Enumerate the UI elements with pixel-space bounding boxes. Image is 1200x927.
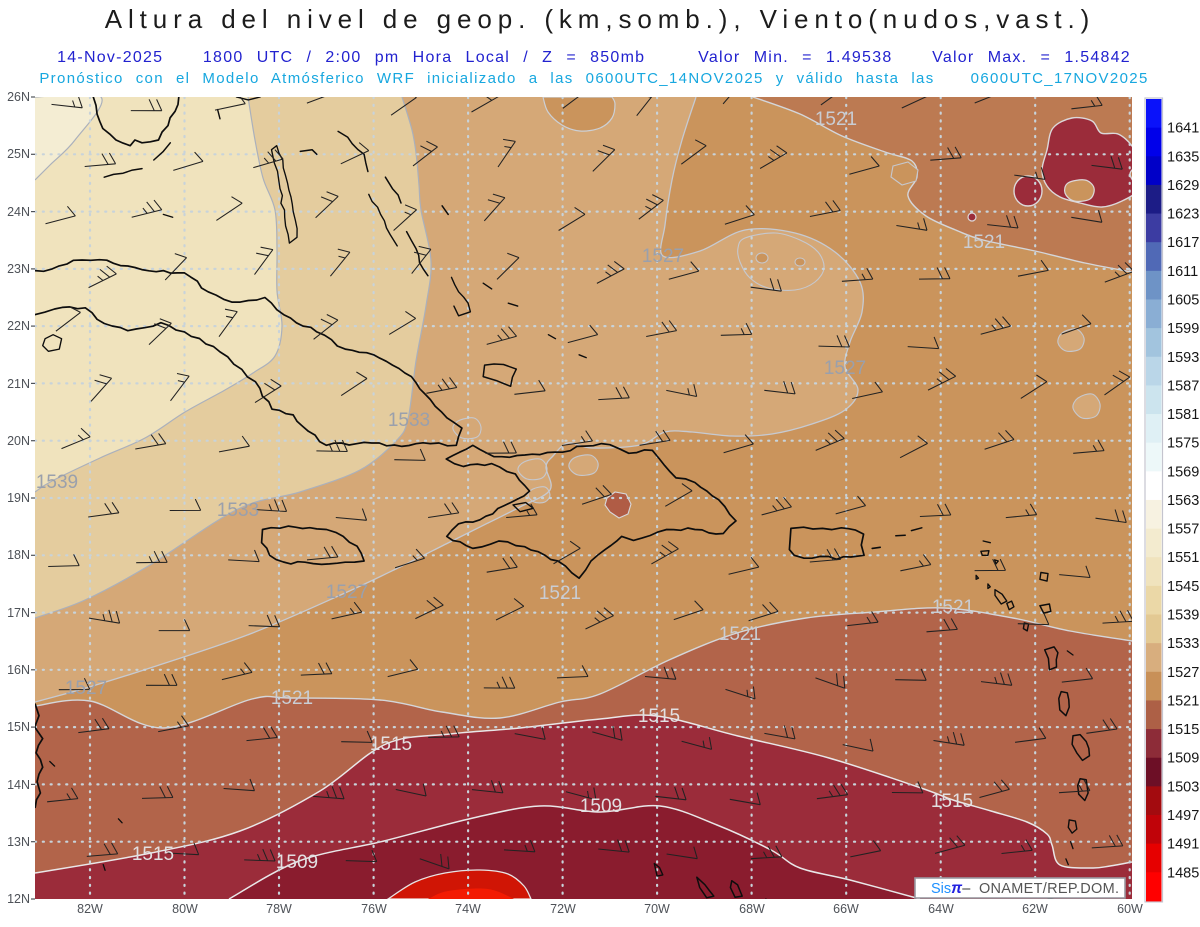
svg-text:1521: 1521 bbox=[271, 688, 313, 709]
svg-text:1527: 1527 bbox=[824, 358, 866, 379]
svg-text:1515: 1515 bbox=[370, 734, 412, 755]
svg-text:66W: 66W bbox=[833, 902, 859, 916]
svg-text:14-Nov-2025 1800 UTC / 2:00: 14-Nov-2025 1800 UTC / 2:00 pm Hora Loca… bbox=[57, 49, 1131, 66]
svg-text:1521: 1521 bbox=[1167, 693, 1199, 709]
svg-text:1545: 1545 bbox=[1167, 579, 1199, 595]
svg-text:1485: 1485 bbox=[1167, 865, 1199, 881]
svg-text:1575: 1575 bbox=[1167, 436, 1199, 452]
svg-text:24N: 24N bbox=[7, 205, 30, 219]
svg-text:76W: 76W bbox=[361, 902, 387, 916]
svg-text:1521: 1521 bbox=[963, 232, 1005, 253]
svg-text:1509: 1509 bbox=[1167, 751, 1199, 767]
svg-text:80W: 80W bbox=[172, 902, 198, 916]
svg-text:1521: 1521 bbox=[539, 583, 581, 604]
svg-text:70W: 70W bbox=[644, 902, 670, 916]
svg-text:82W: 82W bbox=[77, 902, 103, 916]
svg-text:1491: 1491 bbox=[1167, 837, 1199, 853]
svg-text:1509: 1509 bbox=[580, 796, 622, 817]
svg-text:1515: 1515 bbox=[1167, 722, 1199, 738]
svg-text:1533: 1533 bbox=[1167, 636, 1199, 652]
svg-text:23N: 23N bbox=[7, 262, 30, 276]
svg-text:1533: 1533 bbox=[217, 500, 259, 521]
svg-text:12N: 12N bbox=[7, 892, 30, 906]
svg-text:1569: 1569 bbox=[1167, 464, 1199, 480]
svg-text:1581: 1581 bbox=[1167, 407, 1199, 423]
svg-text:13N: 13N bbox=[7, 835, 30, 849]
svg-text:21N: 21N bbox=[7, 377, 30, 391]
svg-text:Altura del nivel de geop. (km,: Altura del nivel de geop. (km,somb.), Vi… bbox=[105, 4, 1095, 34]
svg-text:1533: 1533 bbox=[388, 410, 430, 431]
svg-text:17N: 17N bbox=[7, 606, 30, 620]
svg-text:1557: 1557 bbox=[1167, 522, 1199, 538]
svg-text:1509: 1509 bbox=[276, 852, 318, 873]
svg-text:18N: 18N bbox=[7, 548, 30, 562]
svg-text:1515: 1515 bbox=[132, 844, 174, 865]
svg-text:1629: 1629 bbox=[1167, 178, 1199, 194]
svg-text:1587: 1587 bbox=[1167, 378, 1199, 394]
svg-text:20N: 20N bbox=[7, 434, 30, 448]
svg-text:1593: 1593 bbox=[1167, 350, 1199, 366]
svg-text:1599: 1599 bbox=[1167, 321, 1199, 337]
svg-text:16N: 16N bbox=[7, 663, 30, 677]
svg-text:1539: 1539 bbox=[1167, 608, 1199, 624]
svg-text:1503: 1503 bbox=[1167, 779, 1199, 795]
svg-text:1527: 1527 bbox=[1167, 665, 1199, 681]
svg-text:1641: 1641 bbox=[1167, 121, 1199, 137]
svg-text:72W: 72W bbox=[550, 902, 576, 916]
svg-text:1551: 1551 bbox=[1167, 550, 1199, 566]
svg-text:1521: 1521 bbox=[815, 109, 857, 130]
svg-text:1527: 1527 bbox=[642, 246, 684, 267]
svg-text:22N: 22N bbox=[7, 319, 30, 333]
svg-text:1617: 1617 bbox=[1167, 235, 1199, 251]
svg-text:1611: 1611 bbox=[1167, 264, 1198, 280]
svg-text:74W: 74W bbox=[455, 902, 481, 916]
svg-text:14N: 14N bbox=[7, 778, 30, 792]
svg-text:1521: 1521 bbox=[932, 597, 974, 618]
svg-text:19N: 19N bbox=[7, 491, 30, 505]
svg-text:1527: 1527 bbox=[65, 678, 107, 699]
svg-text:64W: 64W bbox=[928, 902, 954, 916]
svg-text:Sisπ– ONAMET/REP.DOM.: Sisπ– ONAMET/REP.DOM. bbox=[931, 880, 1119, 897]
svg-text:Pronóstico con el Modelo Atmós: Pronóstico con el Modelo Atmósferico WRF… bbox=[39, 70, 1148, 87]
svg-text:1623: 1623 bbox=[1167, 207, 1199, 223]
svg-text:26N: 26N bbox=[7, 90, 30, 104]
svg-text:1635: 1635 bbox=[1167, 149, 1199, 165]
svg-text:1515: 1515 bbox=[931, 791, 973, 812]
svg-text:1497: 1497 bbox=[1167, 808, 1199, 824]
svg-text:60W: 60W bbox=[1117, 902, 1143, 916]
svg-text:1521: 1521 bbox=[719, 624, 761, 645]
svg-text:1515: 1515 bbox=[638, 706, 680, 727]
svg-text:1605: 1605 bbox=[1167, 293, 1199, 309]
svg-text:62W: 62W bbox=[1022, 902, 1048, 916]
svg-text:15N: 15N bbox=[7, 720, 30, 734]
svg-text:78W: 78W bbox=[266, 902, 292, 916]
svg-text:68W: 68W bbox=[739, 902, 765, 916]
svg-text:1563: 1563 bbox=[1167, 493, 1199, 509]
svg-text:1539: 1539 bbox=[36, 472, 78, 493]
svg-text:25N: 25N bbox=[7, 147, 30, 161]
svg-text:1527: 1527 bbox=[326, 582, 368, 603]
